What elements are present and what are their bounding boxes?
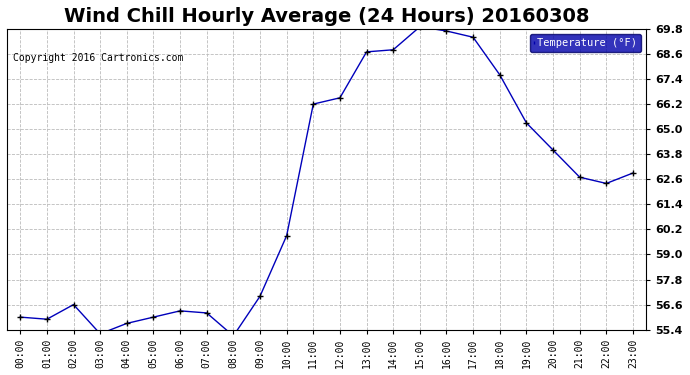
Text: Copyright 2016 Cartronics.com: Copyright 2016 Cartronics.com xyxy=(13,53,184,63)
Title: Wind Chill Hourly Average (24 Hours) 20160308: Wind Chill Hourly Average (24 Hours) 201… xyxy=(64,7,589,26)
Legend: Temperature (°F): Temperature (°F) xyxy=(530,34,641,53)
